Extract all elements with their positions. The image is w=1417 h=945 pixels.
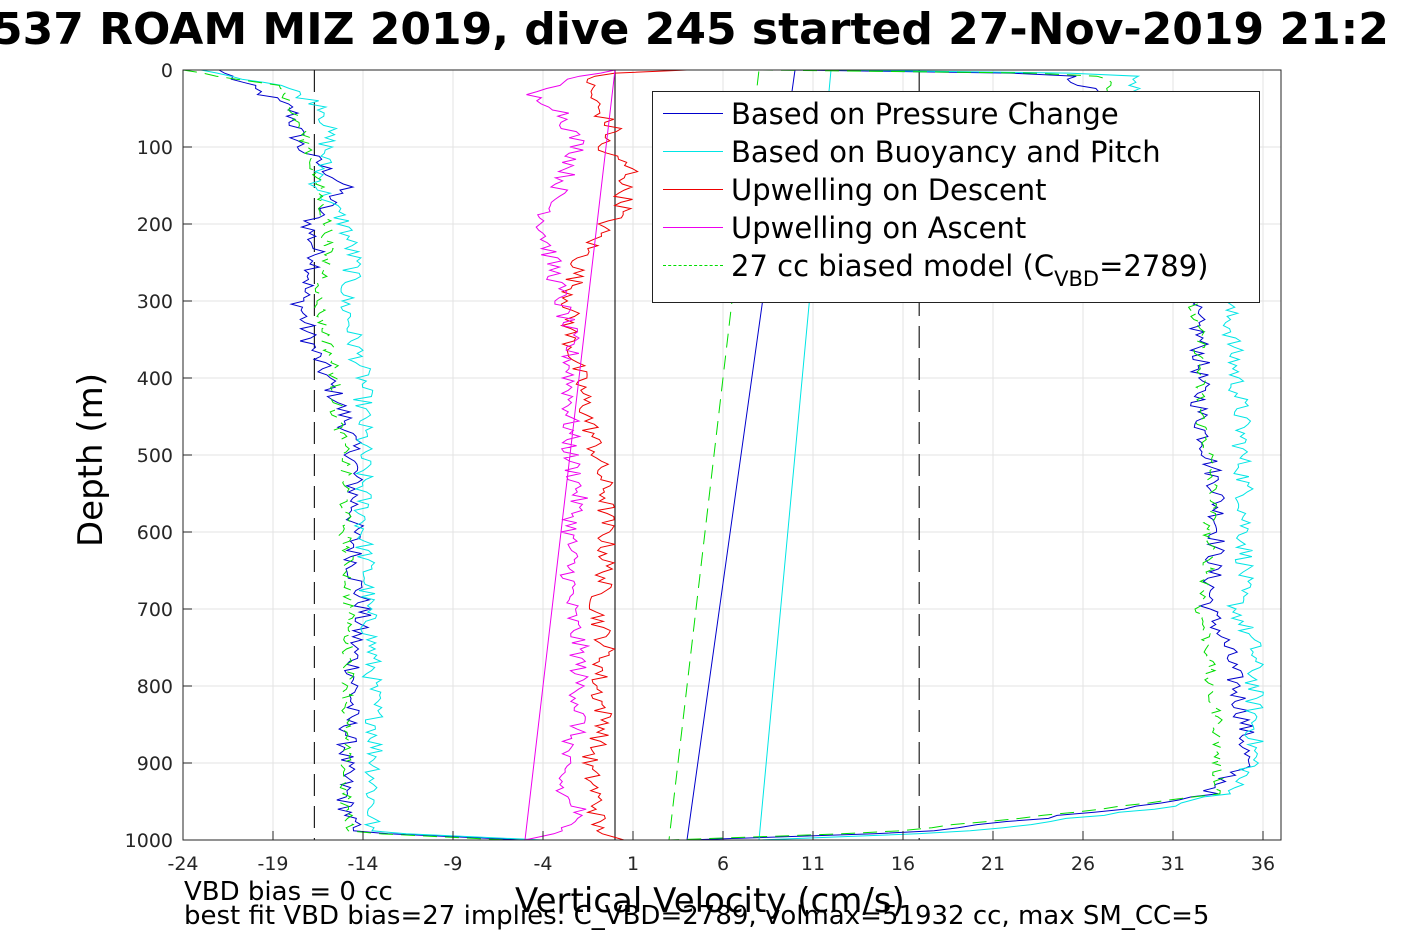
y-axis-label: Depth (m) — [71, 372, 111, 548]
y-tick-label: 1000 — [125, 830, 173, 852]
y-tick-label: 200 — [137, 214, 173, 236]
legend-label: Upwelling on Ascent — [731, 211, 1027, 245]
y-tick-label: 600 — [137, 522, 173, 544]
x-axis-label: Vertical Velocity (cm/s) — [515, 881, 905, 921]
legend-label-prefix: 27 cc biased model (C — [731, 249, 1055, 283]
y-tick-label: 700 — [137, 599, 173, 621]
legend-item-buoyancy-pitch: Based on Buoyancy and Pitch — [659, 134, 1249, 170]
legend-label: Based on Buoyancy and Pitch — [731, 135, 1161, 169]
legend-label-suffix: =2789) — [1099, 249, 1209, 283]
x-tick-label: 31 — [1161, 853, 1185, 875]
legend-label-subscript: VBD — [1054, 267, 1100, 291]
legend-swatch — [663, 265, 723, 266]
legend-label: 27 cc biased model (CVBD=2789) — [731, 248, 1209, 291]
legend-swatch — [663, 113, 723, 114]
x-tick-label: 16 — [891, 853, 915, 875]
x-tick-label: -14 — [347, 853, 378, 875]
x-tick-label: -19 — [257, 853, 288, 875]
series-line-1-descent — [200, 69, 544, 841]
series-line-4-descent — [182, 69, 508, 841]
y-tick-label: 800 — [137, 676, 173, 698]
x-tick-label: 6 — [717, 853, 729, 875]
y-tick-label: 100 — [137, 137, 173, 159]
ticks: -24 -19 -14 -9 -4 1 6 11 16 21 26 31 360100200300400… — [125, 60, 1275, 875]
x-tick-label: 36 — [1251, 853, 1275, 875]
legend-swatch — [663, 151, 723, 152]
x-tick-label: 11 — [801, 853, 825, 875]
y-tick-label: 400 — [137, 368, 173, 390]
chart-title: 537 ROAM MIZ 2019, dive 245 started 27-N… — [0, 4, 1389, 55]
legend-item-upwelling-ascent: Upwelling on Ascent — [659, 210, 1249, 246]
legend-label: Based on Pressure Change — [731, 97, 1119, 131]
legend-item-biased-model: 27 cc biased model (CVBD=2789) — [659, 248, 1249, 291]
legend-item-upwelling-descent: Upwelling on Descent — [659, 172, 1249, 208]
series-line-0-descent — [218, 69, 526, 841]
series-line-3-ascent — [524, 69, 616, 841]
x-tick-label: 21 — [981, 853, 1005, 875]
y-tick-label: 300 — [137, 291, 173, 313]
legend-item-pressure-change: Based on Pressure Change — [659, 96, 1249, 132]
y-tick-label: 500 — [137, 445, 173, 467]
best-fit-note: best fit VBD bias=27 implies: C_VBD=2789… — [184, 901, 1210, 931]
x-tick-label: 1 — [627, 853, 639, 875]
x-tick-label: -24 — [167, 853, 198, 875]
series-line-2-descent — [559, 69, 688, 841]
legend: Based on Pressure Change Based on Buoyan… — [652, 91, 1260, 303]
legend-swatch — [663, 227, 723, 228]
x-tick-label: -4 — [534, 853, 553, 875]
x-tick-label: 26 — [1071, 853, 1095, 875]
vbd-bias-note: VBD bias = 0 cc — [184, 877, 393, 907]
x-tick-label: -9 — [444, 853, 463, 875]
y-tick-label: 0 — [161, 60, 173, 82]
y-tick-label: 900 — [137, 753, 173, 775]
legend-swatch — [663, 189, 723, 190]
legend-label: Upwelling on Descent — [731, 173, 1047, 207]
